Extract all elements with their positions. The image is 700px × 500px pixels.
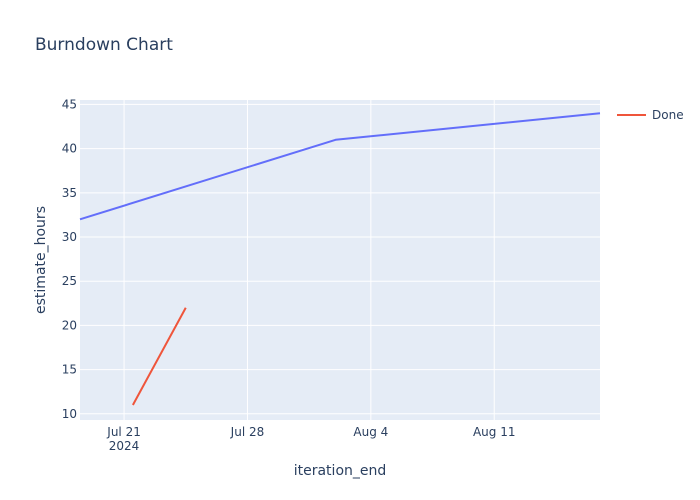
legend-label: Done <box>652 108 684 122</box>
x-tick-label: Jul 28 <box>230 425 265 439</box>
legend[interactable]: Done <box>617 108 684 122</box>
x-grid <box>123 100 495 420</box>
chart-title: Burndown Chart <box>35 35 173 55</box>
series-layer <box>79 112 601 406</box>
x-tick-label: Aug 4 <box>353 425 388 439</box>
series-line-1 <box>79 112 601 221</box>
y-tick-label: 30 <box>62 230 77 244</box>
y-axis-ticks: 10 15 20 25 30 35 40 45 <box>62 97 77 420</box>
series-line-done <box>132 307 187 406</box>
x-tick-sublabel: 2024 <box>109 439 140 453</box>
x-axis-title: iteration_end <box>294 463 387 479</box>
x-tick-label: Aug 11 <box>473 425 516 439</box>
y-tick-label: 10 <box>62 407 77 421</box>
y-tick-label: 15 <box>62 363 77 377</box>
plot-area <box>80 100 600 420</box>
y-tick-label: 20 <box>62 318 77 332</box>
y-tick-label: 40 <box>62 142 77 156</box>
y-tick-label: 45 <box>62 97 77 111</box>
y-axis-title: estimate_hours <box>33 206 49 314</box>
x-tick-label: Jul 21 <box>106 425 141 439</box>
y-grid <box>80 103 600 415</box>
y-tick-label: 25 <box>62 274 77 288</box>
legend-item[interactable]: Done <box>617 108 684 122</box>
y-tick-label: 35 <box>62 186 77 200</box>
